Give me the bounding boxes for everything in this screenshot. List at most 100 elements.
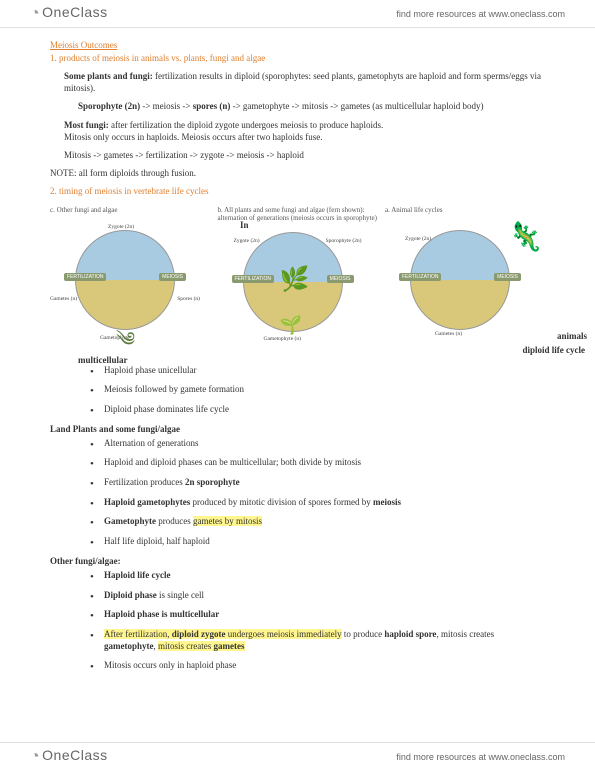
bullet-text: Haploid phase is multicellular [104,609,219,619]
list-item: Alternation of generations [90,438,545,450]
bullet-text: Alternation of generations [104,438,198,448]
spores-label: spores (n) [193,101,231,111]
caption-right: a. Animal life cycles [385,207,545,221]
list-item: Gametophyte produces gametes by mitosis [90,516,545,528]
header-tagline: find more resources at www.oneclass.com [396,9,565,19]
meio-badge-right: MEIOSIS [494,273,521,281]
zygote-left: Zygote (2n) [108,225,134,231]
chain-b: -> gametophyte -> mitosis -> gametes (as… [230,101,483,111]
bullet-text: Haploid life cycle [104,570,171,580]
caption-left: c. Other fungi and algae [50,207,210,221]
bullet-text: is single cell [157,590,204,600]
list-item: Haploid gametophytes produced by mitotic… [90,497,545,509]
page-header: ◔OneClass find more resources at www.one… [0,0,595,28]
circle-left: FERTILIZATION MEIOSIS Zygote (2n) Spores… [50,225,200,335]
bullet-text: to produce [342,629,385,639]
circle-right: FERTILIZATION MEIOSIS Zygote (2n) Gamete… [385,225,535,335]
bullet-text: After fertilization, [104,629,172,639]
sporophyte-chain: Sporophyte (2n) -> meiosis -> spores (n)… [78,100,545,112]
bullet-text: Diploid phase [104,590,157,600]
bullet-text: Haploid and diploid phases can be multic… [104,457,361,467]
other-bullets: Haploid life cycle Diploid phase is sing… [90,570,545,672]
bullet-text: undergoes meiosis immediately [226,629,342,639]
brand-icon: ◔ [30,5,40,22]
list-item: Meiosis followed by gamete formation [90,384,545,396]
bullet-text: Meiosis followed by gamete formation [104,384,244,394]
list-item: Diploid phase dominates life cycle [90,404,545,416]
note-line: NOTE: all form diploids through fusion. [50,167,545,179]
diagram-animals: a. Animal life cycles FERTILIZATION MEIO… [385,207,545,336]
land-heading: Land Plants and some fungi/algae [50,424,545,434]
bullet-text: Mitosis occurs only in haploid phase [104,660,236,670]
land-bullets: Alternation of generations Haploid and d… [90,438,545,548]
circle-mid: FERTILIZATION MEIOSIS Zygote (2n) Sporop… [218,227,368,337]
list-item: Diploid phase is single cell [90,590,545,602]
diagram-plants: b. All plants and some fungi and algae (… [218,207,378,336]
bullet-text: meiosis [373,497,401,507]
bullet-text: produces [156,516,193,526]
most-fungi-label: Most fungi: [64,120,109,130]
list-item: Haploid phase is multicellular [90,609,545,621]
bullet-text: Fertilization produces [104,477,185,487]
brand-logo: ◔OneClass [30,4,108,22]
bullet-text: haploid spore [384,629,436,639]
bullet-text: Haploid phase unicellular [104,365,196,375]
bullet-text: 2n sporophyte [185,477,240,487]
bullet-text: Half life diploid, half haploid [104,536,210,546]
footer-tagline: find more resources at www.oneclass.com [396,752,565,762]
animals-bullets: Haploid phase unicellular Meiosis follow… [90,365,545,416]
list-item: Half life diploid, half haploid [90,536,545,548]
item-1-lead: 1. products of meiosis in animals vs. pl… [50,52,545,64]
list-item: After fertilization, diploid zygote unde… [90,629,545,652]
footer-brand: ◔OneClass [30,747,108,765]
brand-icon: ◔ [30,748,40,765]
lizard-icon: 🦎 [508,220,543,254]
list-item: Haploid and diploid phases can be multic… [90,457,545,469]
list-item: Mitosis occurs only in haploid phase [90,660,545,672]
bullet-text: mitosis creates [158,641,214,651]
zygote-mid: Zygote (2n) [234,239,260,245]
bullet-text: Haploid gametophytes [104,497,190,507]
meio-badge-mid: MEIOSIS [327,275,354,283]
list-item: Fertilization produces 2n sporophyte [90,477,545,489]
brand-text: OneClass [42,4,107,20]
most-fungi-text: after fertilization the diploid zygote u… [109,120,384,130]
bullet-text: Diploid phase dominates life cycle [104,404,229,414]
multicellular-word: multicellular [78,355,545,365]
document-body: Meiosis Outcomes 1. products of meiosis … [0,28,595,710]
fert-badge-mid: FERTILIZATION [232,275,274,283]
plants-fungi-para: Some plants and fungi: fertilization res… [64,70,545,94]
gphyte-mid: Gametophyte (n) [264,337,301,343]
sporophyte-label: Sporophyte (2n) [78,101,140,111]
lifecycle-diagrams: In c. Other fungi and algae FERTILIZATIO… [50,207,545,336]
bullet-text: gametes by mitosis [193,516,262,526]
gametes-left: Gametes (n) [50,297,77,303]
bullet-text: produced by mitotic division of spores f… [190,497,373,507]
bullet-text: gametes [214,641,245,651]
bullet-text: diploid zygote [172,629,226,639]
bullet-text: Gametophyte [104,516,156,526]
sphyte-mid: Sporophyte (2n) [326,239,362,245]
bullet-text: gametophyte [104,641,154,651]
spores-left: Spores (n) [177,297,200,303]
animals-word: animals [557,331,587,341]
meio-badge-left: MEIOSIS [159,273,186,281]
diagram-fungi-algae: c. Other fungi and algae FERTILIZATION M… [50,207,210,336]
diploid-cycle-words: diploid life cycle [523,345,586,355]
plants-fungi-label: Some plants and fungi: [64,71,153,81]
item-2-lead: 2. timing of meiosis in vertebrate life … [50,185,545,197]
fert-badge-left: FERTILIZATION [64,273,106,281]
page-footer: ◔OneClass find more resources at www.one… [0,742,595,770]
zygote-right: Zygote (2n) [405,237,431,243]
bullet-text: , mitosis creates [436,629,494,639]
doc-title: Meiosis Outcomes [50,40,545,50]
chain-a: -> meiosis -> [140,101,193,111]
most-fungi-line2: Mitosis only occurs in haploids. Meiosis… [64,132,322,142]
fern-icon: 🌿 [280,265,310,294]
list-item: Haploid life cycle [90,570,545,582]
other-heading: Other fungi/algae: [50,556,545,566]
fert-badge-right: FERTILIZATION [399,273,441,281]
moss-icon: 🌱 [280,315,302,336]
list-item: Haploid phase unicellular [90,365,545,377]
footer-brand-text: OneClass [42,747,107,763]
